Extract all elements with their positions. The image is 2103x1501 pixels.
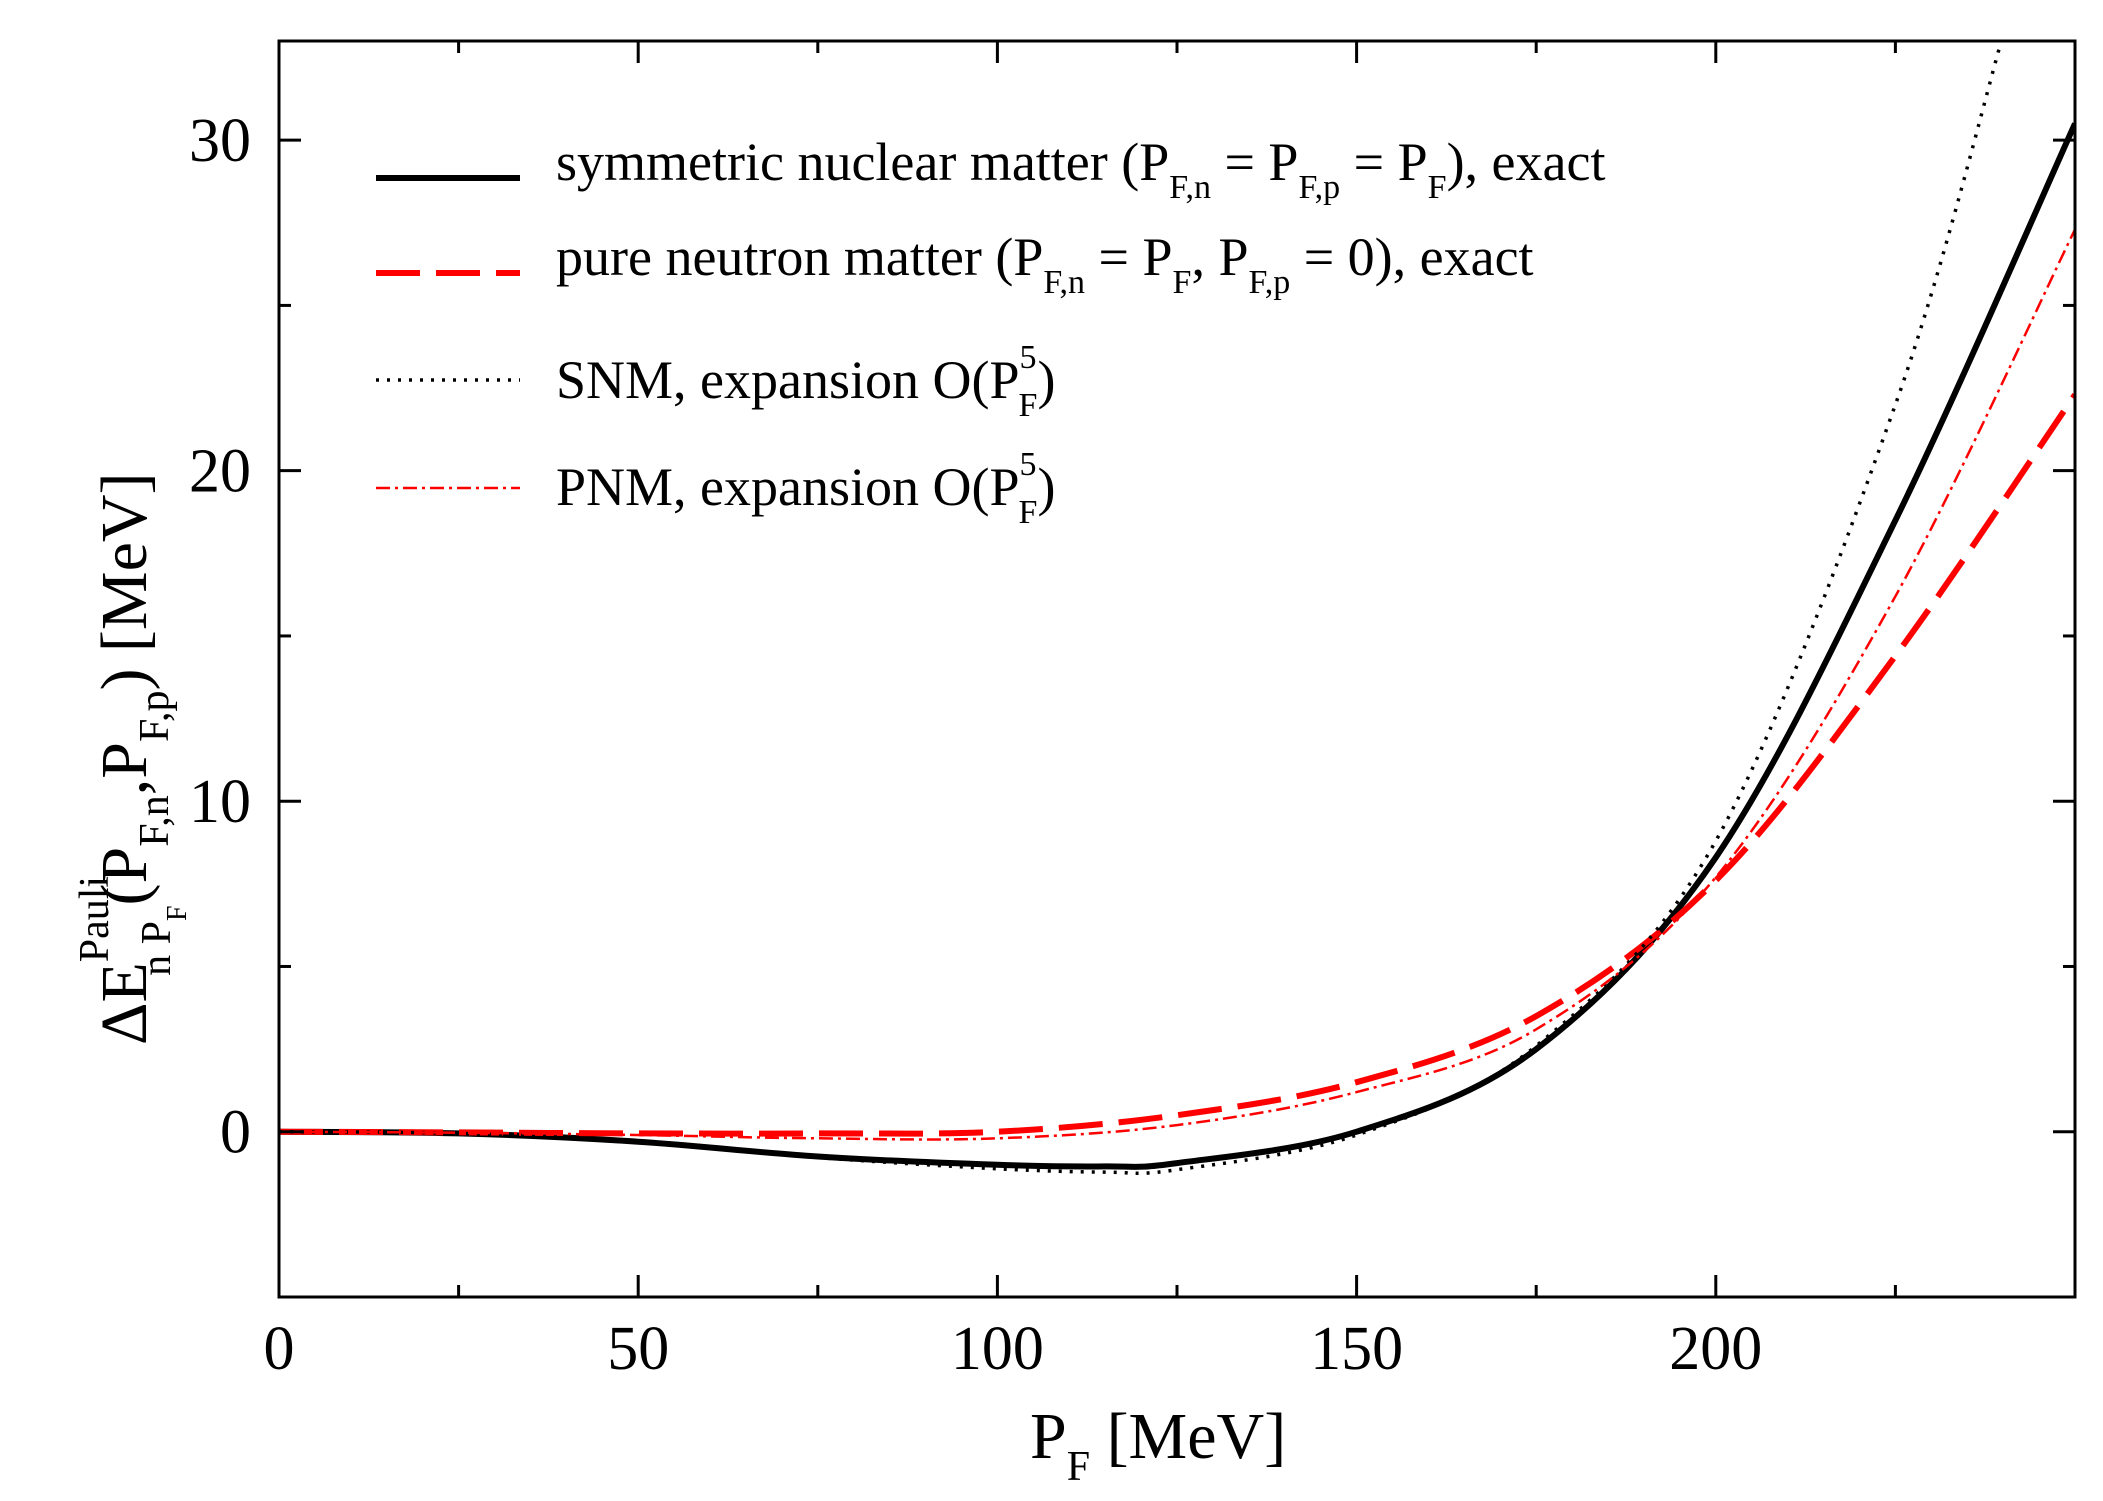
legend-label-pnm-expansion: PNM, expansion O(P5 F) (556, 446, 1055, 531)
x-tick-label: 200 (1669, 1315, 1762, 1383)
legend-label-snm-expansion: SNM, expansion O(P5 F) (556, 339, 1055, 424)
y-tick-label: 0 (220, 1099, 251, 1167)
y-tick-label: 10 (189, 768, 251, 836)
series-pnm-exact (279, 393, 2075, 1137)
legend-label-pnm-exact: pure neutron matter (PF,n = PF, PF,p = 0… (556, 227, 1534, 301)
x-tick-label: 0 (264, 1315, 295, 1383)
y-tick-label: 30 (189, 107, 251, 175)
x-tick-label: 150 (1310, 1315, 1403, 1383)
axis-ticks (277, 41, 2077, 1299)
y-tick-label: 20 (189, 438, 251, 506)
data-series-group (279, 41, 2075, 1176)
series-snm-exact (279, 122, 2075, 1170)
x-tick-label: 50 (607, 1315, 669, 1383)
y-axis-title: ΔEPauli n PF(PF,n,PF,p) [MeV] (72, 472, 193, 1045)
legend-label-snm-exact: symmetric nuclear matter (PF,n = PF,p = … (556, 132, 1605, 206)
x-axis-title: PF [MeV] (1030, 1400, 1286, 1490)
x-tick-label: 100 (951, 1315, 1044, 1383)
legend: symmetric nuclear matter (PF,n = PF,p = … (376, 132, 1605, 531)
axis-tick-labels: 0 50 100 150 200 0 10 20 30 (189, 107, 1762, 1383)
series-pnm-expansion (279, 228, 2075, 1141)
